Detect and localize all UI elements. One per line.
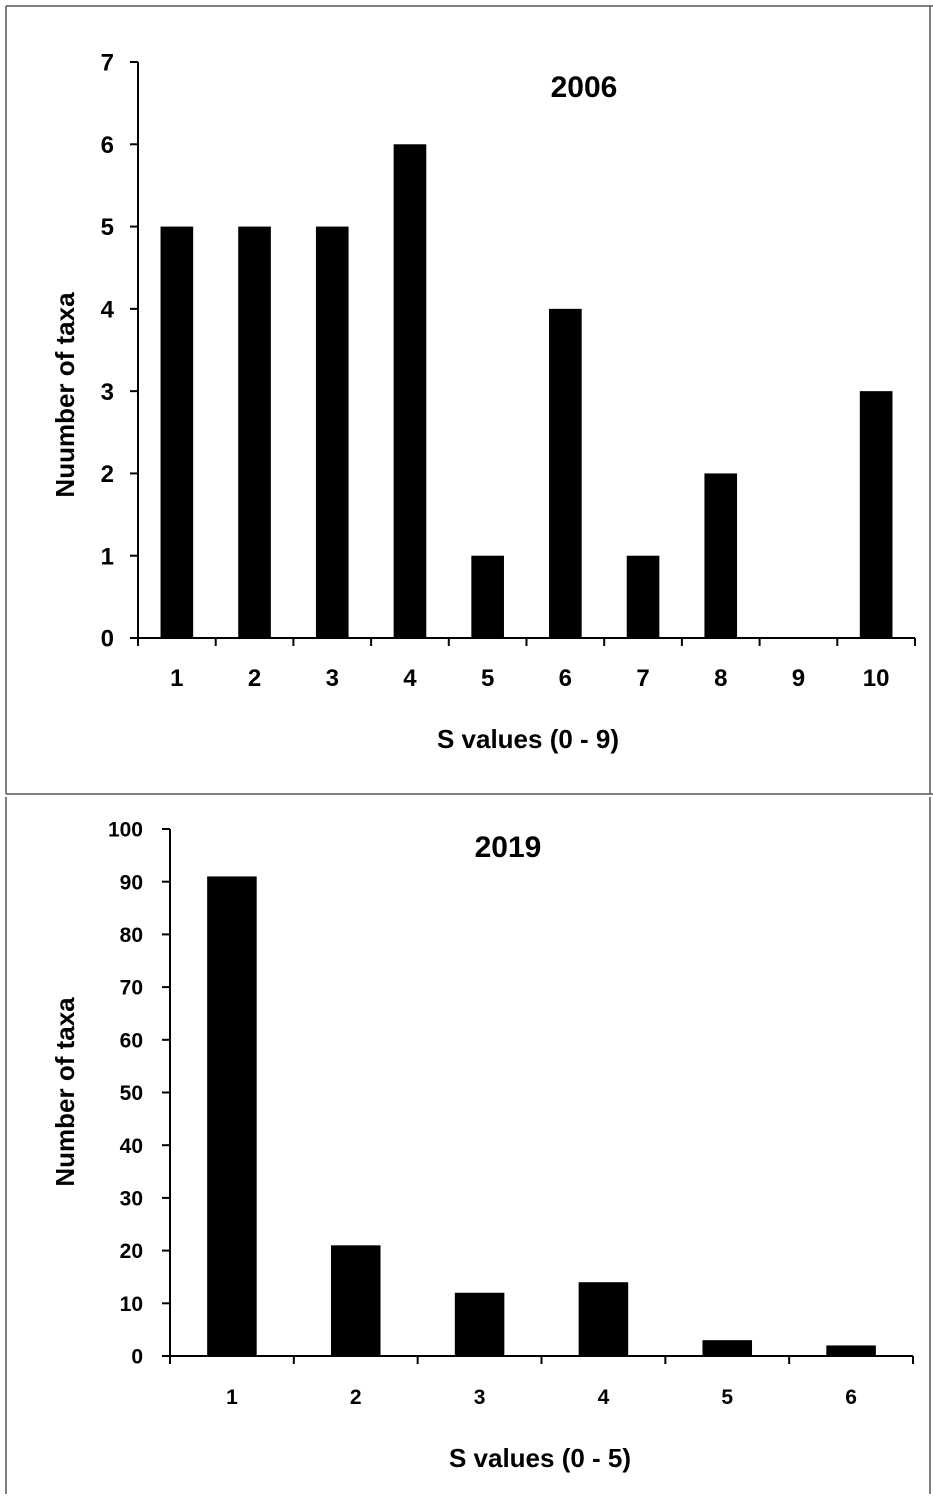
chart-2019-bar — [702, 1340, 753, 1356]
chart-2006-bar — [160, 226, 194, 639]
chart-2006-frame — [5, 5, 933, 795]
chart-2019-x-tick-label: 4 — [598, 1386, 610, 1409]
chart-2019-y-tick-label: 60 — [120, 1029, 143, 1052]
chart-2006: 2006 Nuumber of taxa S values (0 - 9) 0 1… — [50, 50, 916, 754]
chart-2006-x-tick-label: 6 — [559, 665, 572, 692]
chart-2019-y-tick-label: 20 — [120, 1240, 143, 1263]
chart-2006-bar — [626, 555, 660, 638]
chart-2019-x-tick-label: 2 — [350, 1386, 362, 1409]
chart-2006-y-axis-label: Nuumber of taxa — [50, 292, 80, 498]
chart-2019: 2019 Number of taxa S values (0 - 5) 0 10… — [50, 819, 914, 1473]
chart-2019-x-axis-label: S values (0 - 5) — [449, 1443, 631, 1473]
chart-2019-y-tick-label: 90 — [120, 871, 143, 894]
chart-2006-bar — [859, 391, 893, 638]
chart-2006-bar — [471, 555, 504, 638]
chart-2019-y-tick-label: 50 — [120, 1082, 143, 1105]
chart-2006-x-tick-label: 2 — [248, 665, 261, 692]
chart-2019-x-tick-label: 1 — [226, 1386, 238, 1409]
chart-2019-x-tick-label: 6 — [845, 1386, 857, 1409]
chart-2019-y-tick-label: 0 — [131, 1346, 143, 1369]
chart-2006-bar — [704, 473, 738, 638]
chart-2019-bar — [330, 1245, 381, 1356]
chart-2006-plot: 0 1 2 3 4 5 6 7 1 2 3 4 5 6 7 8 9 10 — [101, 50, 916, 692]
chart-2019-y-tick-label: 40 — [120, 1135, 143, 1158]
chart-2019-y-tick-label: 70 — [120, 977, 143, 1000]
chart-2006-bar — [549, 308, 582, 638]
chart-2006-x-axis-label: S values (0 - 9) — [437, 724, 619, 754]
chart-2006-x-tick-label: 4 — [403, 665, 417, 692]
chart-2019-title: 2019 — [475, 831, 542, 864]
chart-2006-bar — [315, 226, 349, 639]
chart-2019-bar — [578, 1282, 629, 1356]
chart-2006-y-tick-label: 4 — [101, 296, 115, 323]
chart-2006-bar — [238, 226, 271, 639]
chart-2006-bar — [393, 144, 427, 639]
chart-2006-y-tick-label: 3 — [101, 379, 114, 406]
chart-2006-y-tick-label: 7 — [101, 50, 114, 77]
chart-2019-bar — [207, 876, 257, 1356]
chart-2006-x-tick-label: 9 — [792, 665, 805, 692]
chart-2019-x-tick-label: 3 — [474, 1386, 486, 1409]
chart-2019-bar — [826, 1345, 876, 1356]
chart-2006-y-tick-label: 2 — [101, 461, 114, 488]
chart-2019-frame — [5, 797, 931, 1494]
chart-2006-x-tick-label: 3 — [326, 665, 339, 692]
chart-2006-title: 2006 — [551, 71, 618, 104]
chart-2019-y-tick-label: 30 — [120, 1187, 143, 1210]
chart-2006-x-tick-label: 8 — [714, 665, 727, 692]
chart-2019-bar — [454, 1292, 505, 1356]
chart-2006-x-tick-label: 7 — [636, 665, 649, 692]
chart-2006-y-tick-label: 5 — [101, 214, 114, 241]
chart-2006-y-tick-label: 0 — [101, 626, 114, 653]
chart-2019-y-tick-label: 10 — [120, 1293, 143, 1316]
chart-2019-x-tick-label: 5 — [721, 1386, 733, 1409]
chart-2006-x-tick-label: 1 — [170, 665, 183, 692]
chart-2006-y-tick-label: 6 — [101, 132, 114, 159]
chart-2019-y-tick-label: 80 — [120, 924, 143, 947]
chart-2019-y-tick-label: 100 — [108, 819, 143, 842]
chart-2019-plot: 0 10 20 30 40 50 60 70 80 90 100 1 2 3 4 5 6 — [108, 819, 914, 1409]
chart-2006-y-tick-label: 1 — [101, 543, 114, 570]
chart-2006-x-tick-label: 5 — [481, 665, 494, 692]
chart-2019-y-axis-label: Number of taxa — [50, 997, 80, 1187]
chart-2006-x-tick-label: 10 — [863, 665, 890, 692]
